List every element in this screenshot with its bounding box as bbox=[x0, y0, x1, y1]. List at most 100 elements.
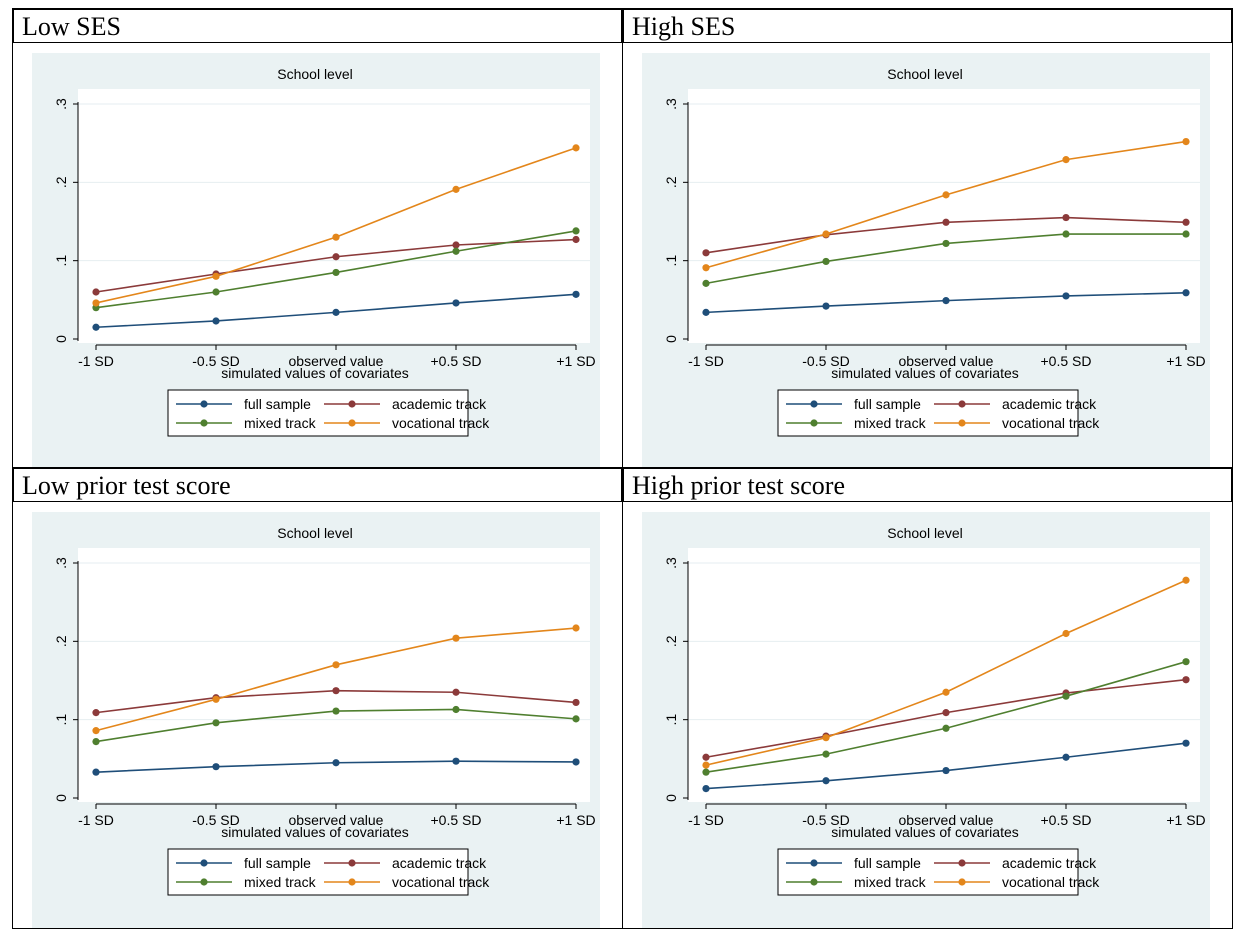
data-point bbox=[452, 248, 459, 255]
data-point bbox=[452, 635, 459, 642]
data-point bbox=[1182, 138, 1189, 145]
x-axis-label: simulated values of covariates bbox=[221, 365, 409, 381]
data-point bbox=[572, 236, 579, 243]
data-point bbox=[452, 241, 459, 248]
data-point bbox=[212, 719, 219, 726]
y-tick-label: 0 bbox=[663, 335, 679, 343]
data-point bbox=[702, 280, 709, 287]
x-tick-label: +1 SD bbox=[556, 353, 595, 369]
data-point bbox=[92, 288, 99, 295]
data-point bbox=[702, 309, 709, 316]
y-tick-label: .1 bbox=[53, 714, 69, 726]
x-tick-label: -1 SD bbox=[78, 812, 114, 828]
legend-label: mixed track bbox=[854, 415, 927, 431]
x-tick-label: +1 SD bbox=[1166, 353, 1205, 369]
figure-grid: Low SES School level 0 .1 .2 .3 -1 SD -0.5 SD o… bbox=[12, 8, 1233, 929]
data-point bbox=[822, 258, 829, 265]
legend-marker bbox=[810, 859, 817, 866]
data-point bbox=[1182, 289, 1189, 296]
data-point bbox=[1062, 214, 1069, 221]
data-point bbox=[822, 777, 829, 784]
data-point bbox=[942, 767, 949, 774]
legend-marker bbox=[348, 878, 355, 885]
data-point bbox=[822, 751, 829, 758]
data-point bbox=[212, 763, 219, 770]
legend-label: full sample bbox=[244, 855, 311, 871]
data-point bbox=[1062, 230, 1069, 237]
legend-label: mixed track bbox=[244, 415, 317, 431]
y-tick-label: .1 bbox=[663, 255, 679, 267]
panel-cell: Low SES School level 0 .1 .2 .3 -1 SD -0.5 SD o… bbox=[13, 9, 623, 468]
legend-label: vocational track bbox=[1002, 415, 1100, 431]
legend-label: vocational track bbox=[392, 874, 490, 890]
data-point bbox=[332, 253, 339, 260]
y-tick-label: .2 bbox=[663, 176, 679, 188]
legend-marker bbox=[200, 419, 207, 426]
legend-marker bbox=[200, 400, 207, 407]
data-point bbox=[942, 219, 949, 226]
plot-area bbox=[688, 89, 1200, 343]
panel-body: School level 0 .1 .2 .3 -1 SD -0.5 SD observed … bbox=[13, 502, 622, 928]
data-point bbox=[1182, 219, 1189, 226]
legend-marker bbox=[958, 859, 965, 866]
y-tick-label: .3 bbox=[53, 557, 69, 569]
x-tick-label: +0.5 SD bbox=[1041, 353, 1092, 369]
panel-cell: Low prior test score School level 0.1.2.3… bbox=[13, 468, 623, 929]
y-tick-label: .2 bbox=[53, 635, 69, 647]
legend-label: academic track bbox=[392, 396, 487, 412]
data-point bbox=[92, 709, 99, 716]
panel-body: School level 0 .1 .2 .3 -1 SD -0.5 SD observed … bbox=[623, 502, 1232, 928]
data-point bbox=[572, 699, 579, 706]
legend-marker bbox=[348, 859, 355, 866]
data-point bbox=[572, 758, 579, 765]
data-point bbox=[1062, 156, 1069, 163]
data-point bbox=[822, 303, 829, 310]
data-point bbox=[1182, 658, 1189, 665]
data-point bbox=[1062, 292, 1069, 299]
data-point bbox=[212, 696, 219, 703]
data-point bbox=[702, 762, 709, 769]
panel-heading: Low prior test score bbox=[13, 468, 622, 502]
x-axis-label: simulated values of covariates bbox=[831, 365, 1019, 381]
panel-heading: High prior test score bbox=[623, 468, 1232, 502]
legend-marker bbox=[958, 419, 965, 426]
data-point bbox=[332, 687, 339, 694]
data-point bbox=[212, 273, 219, 280]
data-point bbox=[572, 291, 579, 298]
legend-label: full sample bbox=[854, 396, 921, 412]
panel-cell: High SES School level 0.1.2.3 -1 SD -0.5 SD… bbox=[623, 9, 1233, 468]
legend-marker bbox=[200, 859, 207, 866]
data-point bbox=[1182, 230, 1189, 237]
data-point bbox=[942, 240, 949, 247]
legend-marker bbox=[200, 878, 207, 885]
data-point bbox=[942, 191, 949, 198]
legend-label: full sample bbox=[854, 855, 921, 871]
data-point bbox=[572, 715, 579, 722]
data-point bbox=[452, 758, 459, 765]
chart-high-prior-test-score: School level 0 .1 .2 .3 -1 SD -0.5 SD observed … bbox=[623, 502, 1231, 928]
panel-body: School level 0 .1 .2 .3 -1 SD -0.5 SD observed … bbox=[13, 43, 622, 467]
legend-label: vocational track bbox=[392, 415, 490, 431]
x-tick-label: +0.5 SD bbox=[431, 353, 482, 369]
data-point bbox=[942, 709, 949, 716]
data-point bbox=[92, 727, 99, 734]
panel-cell: High prior test score School level 0.1.2.… bbox=[623, 468, 1233, 929]
data-point bbox=[1182, 577, 1189, 584]
data-point bbox=[452, 689, 459, 696]
data-point bbox=[942, 725, 949, 732]
data-point bbox=[702, 249, 709, 256]
legend-label: mixed track bbox=[244, 874, 317, 890]
legend-label: academic track bbox=[392, 855, 487, 871]
legend-marker bbox=[958, 400, 965, 407]
data-point bbox=[942, 689, 949, 696]
data-point bbox=[702, 264, 709, 271]
legend-label: full sample bbox=[244, 396, 311, 412]
x-tick-label: +1 SD bbox=[1166, 812, 1205, 828]
data-point bbox=[452, 186, 459, 193]
y-tick-label: .3 bbox=[663, 98, 679, 110]
data-point bbox=[572, 144, 579, 151]
data-point bbox=[332, 309, 339, 316]
legend-label: mixed track bbox=[854, 874, 927, 890]
y-tick-label: 0 bbox=[663, 794, 679, 802]
chart-title: School level bbox=[277, 66, 353, 82]
